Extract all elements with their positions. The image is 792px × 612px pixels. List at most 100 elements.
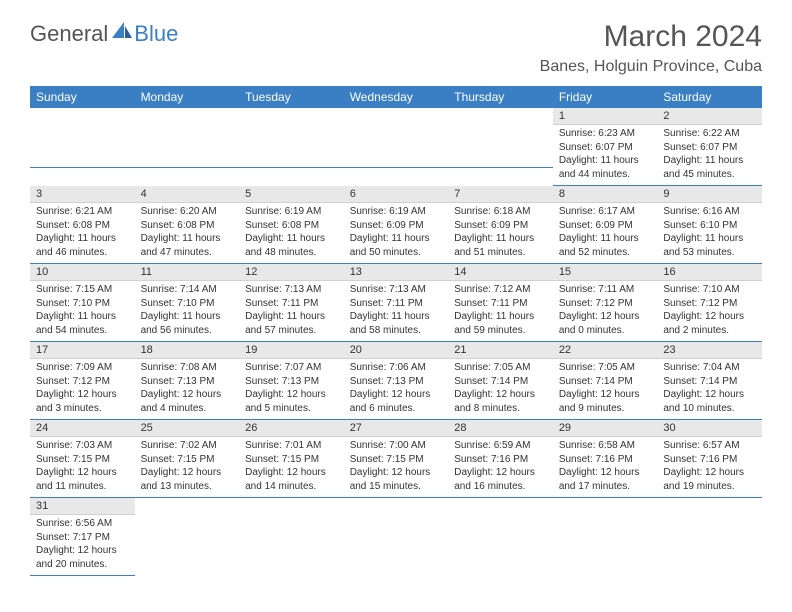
sunrise-text: Sunrise: 6:56 AM — [36, 517, 129, 531]
sunrise-text: Sunrise: 6:19 AM — [245, 205, 338, 219]
day-details: Sunrise: 6:58 AMSunset: 7:16 PMDaylight:… — [553, 437, 658, 498]
daylight-text: Daylight: 11 hours and 59 minutes. — [454, 310, 547, 337]
location: Banes, Holguin Province, Cuba — [540, 58, 762, 76]
sunset-text: Sunset: 7:14 PM — [454, 375, 547, 389]
day-details: Sunrise: 7:12 AMSunset: 7:11 PMDaylight:… — [448, 281, 553, 342]
day-number: 23 — [657, 342, 762, 359]
day-details: Sunrise: 7:07 AMSunset: 7:13 PMDaylight:… — [239, 359, 344, 420]
daylight-text: Daylight: 12 hours and 3 minutes. — [36, 388, 129, 415]
sunrise-text: Sunrise: 7:05 AM — [559, 361, 652, 375]
sunrise-text: Sunrise: 6:21 AM — [36, 205, 129, 219]
calendar-row: 24Sunrise: 7:03 AMSunset: 7:15 PMDayligh… — [30, 420, 762, 498]
day-details: Sunrise: 7:03 AMSunset: 7:15 PMDaylight:… — [30, 437, 135, 498]
sunset-text: Sunset: 7:16 PM — [454, 453, 547, 467]
day-number: 10 — [30, 264, 135, 281]
day-details: Sunrise: 7:06 AMSunset: 7:13 PMDaylight:… — [344, 359, 449, 420]
calendar-cell — [344, 498, 449, 576]
sunrise-text: Sunrise: 6:57 AM — [663, 439, 756, 453]
day-number: 9 — [657, 186, 762, 203]
sunrise-text: Sunrise: 7:14 AM — [141, 283, 234, 297]
sunrise-text: Sunrise: 6:19 AM — [350, 205, 443, 219]
day-number: 21 — [448, 342, 553, 359]
sunrise-text: Sunrise: 6:59 AM — [454, 439, 547, 453]
sunrise-text: Sunrise: 6:23 AM — [559, 127, 652, 141]
sunrise-text: Sunrise: 7:09 AM — [36, 361, 129, 375]
day-details: Sunrise: 7:13 AMSunset: 7:11 PMDaylight:… — [344, 281, 449, 342]
day-number: 20 — [344, 342, 449, 359]
day-number: 7 — [448, 186, 553, 203]
calendar-cell: 14Sunrise: 7:12 AMSunset: 7:11 PMDayligh… — [448, 264, 553, 342]
day-details: Sunrise: 6:56 AMSunset: 7:17 PMDaylight:… — [30, 515, 135, 576]
sunset-text: Sunset: 7:14 PM — [663, 375, 756, 389]
sunrise-text: Sunrise: 6:22 AM — [663, 127, 756, 141]
calendar-cell: 3Sunrise: 6:21 AMSunset: 6:08 PMDaylight… — [30, 186, 135, 264]
title-block: March 2024 Banes, Holguin Province, Cuba — [540, 20, 762, 76]
day-details: Sunrise: 6:18 AMSunset: 6:09 PMDaylight:… — [448, 203, 553, 264]
calendar-cell: 4Sunrise: 6:20 AMSunset: 6:08 PMDaylight… — [135, 186, 240, 264]
sunset-text: Sunset: 7:11 PM — [245, 297, 338, 311]
sunset-text: Sunset: 6:09 PM — [559, 219, 652, 233]
calendar-cell — [657, 498, 762, 576]
sunrise-text: Sunrise: 7:07 AM — [245, 361, 338, 375]
day-details: Sunrise: 7:08 AMSunset: 7:13 PMDaylight:… — [135, 359, 240, 420]
calendar-row: 3Sunrise: 6:21 AMSunset: 6:08 PMDaylight… — [30, 186, 762, 264]
day-number: 11 — [135, 264, 240, 281]
sunrise-text: Sunrise: 6:20 AM — [141, 205, 234, 219]
calendar-cell: 31Sunrise: 6:56 AMSunset: 7:17 PMDayligh… — [30, 498, 135, 576]
daylight-text: Daylight: 12 hours and 10 minutes. — [663, 388, 756, 415]
day-details: Sunrise: 6:23 AMSunset: 6:07 PMDaylight:… — [553, 125, 658, 186]
sunset-text: Sunset: 7:12 PM — [559, 297, 652, 311]
day-number: 16 — [657, 264, 762, 281]
sunrise-text: Sunrise: 7:03 AM — [36, 439, 129, 453]
sunset-text: Sunset: 7:15 PM — [245, 453, 338, 467]
daylight-text: Daylight: 12 hours and 13 minutes. — [141, 466, 234, 493]
day-details: Sunrise: 7:00 AMSunset: 7:15 PMDaylight:… — [344, 437, 449, 498]
calendar-cell: 23Sunrise: 7:04 AMSunset: 7:14 PMDayligh… — [657, 342, 762, 420]
day-header: Thursday — [448, 86, 553, 108]
calendar-cell: 20Sunrise: 7:06 AMSunset: 7:13 PMDayligh… — [344, 342, 449, 420]
day-number: 24 — [30, 420, 135, 437]
calendar-cell: 11Sunrise: 7:14 AMSunset: 7:10 PMDayligh… — [135, 264, 240, 342]
calendar-row: 17Sunrise: 7:09 AMSunset: 7:12 PMDayligh… — [30, 342, 762, 420]
day-header: Wednesday — [344, 86, 449, 108]
daylight-text: Daylight: 12 hours and 15 minutes. — [350, 466, 443, 493]
calendar-cell — [239, 108, 344, 186]
daylight-text: Daylight: 12 hours and 16 minutes. — [454, 466, 547, 493]
daylight-text: Daylight: 12 hours and 17 minutes. — [559, 466, 652, 493]
sunset-text: Sunset: 7:10 PM — [141, 297, 234, 311]
day-details: Sunrise: 7:15 AMSunset: 7:10 PMDaylight:… — [30, 281, 135, 342]
sunset-text: Sunset: 7:10 PM — [36, 297, 129, 311]
day-number: 8 — [553, 186, 658, 203]
calendar-cell: 17Sunrise: 7:09 AMSunset: 7:12 PMDayligh… — [30, 342, 135, 420]
sunrise-text: Sunrise: 7:11 AM — [559, 283, 652, 297]
calendar-cell: 30Sunrise: 6:57 AMSunset: 7:16 PMDayligh… — [657, 420, 762, 498]
calendar-cell: 5Sunrise: 6:19 AMSunset: 6:08 PMDaylight… — [239, 186, 344, 264]
day-details: Sunrise: 6:22 AMSunset: 6:07 PMDaylight:… — [657, 125, 762, 186]
daylight-text: Daylight: 12 hours and 11 minutes. — [36, 466, 129, 493]
sunset-text: Sunset: 6:09 PM — [350, 219, 443, 233]
calendar-cell: 1Sunrise: 6:23 AMSunset: 6:07 PMDaylight… — [553, 108, 658, 186]
calendar-cell: 2Sunrise: 6:22 AMSunset: 6:07 PMDaylight… — [657, 108, 762, 186]
day-header: Tuesday — [239, 86, 344, 108]
sunset-text: Sunset: 6:10 PM — [663, 219, 756, 233]
calendar-row: 1Sunrise: 6:23 AMSunset: 6:07 PMDaylight… — [30, 108, 762, 186]
daylight-text: Daylight: 11 hours and 57 minutes. — [245, 310, 338, 337]
daylight-text: Daylight: 11 hours and 46 minutes. — [36, 232, 129, 259]
calendar-cell: 7Sunrise: 6:18 AMSunset: 6:09 PMDaylight… — [448, 186, 553, 264]
day-header: Monday — [135, 86, 240, 108]
daylight-text: Daylight: 11 hours and 50 minutes. — [350, 232, 443, 259]
calendar-cell: 29Sunrise: 6:58 AMSunset: 7:16 PMDayligh… — [553, 420, 658, 498]
daylight-text: Daylight: 12 hours and 14 minutes. — [245, 466, 338, 493]
day-header: Sunday — [30, 86, 135, 108]
daylight-text: Daylight: 12 hours and 9 minutes. — [559, 388, 652, 415]
day-details: Sunrise: 7:11 AMSunset: 7:12 PMDaylight:… — [553, 281, 658, 342]
day-number: 3 — [30, 186, 135, 203]
daylight-text: Daylight: 11 hours and 53 minutes. — [663, 232, 756, 259]
sunset-text: Sunset: 7:15 PM — [141, 453, 234, 467]
day-header: Saturday — [657, 86, 762, 108]
day-details: Sunrise: 7:05 AMSunset: 7:14 PMDaylight:… — [448, 359, 553, 420]
day-number: 22 — [553, 342, 658, 359]
day-details: Sunrise: 7:05 AMSunset: 7:14 PMDaylight:… — [553, 359, 658, 420]
sunset-text: Sunset: 7:15 PM — [350, 453, 443, 467]
calendar-cell: 10Sunrise: 7:15 AMSunset: 7:10 PMDayligh… — [30, 264, 135, 342]
